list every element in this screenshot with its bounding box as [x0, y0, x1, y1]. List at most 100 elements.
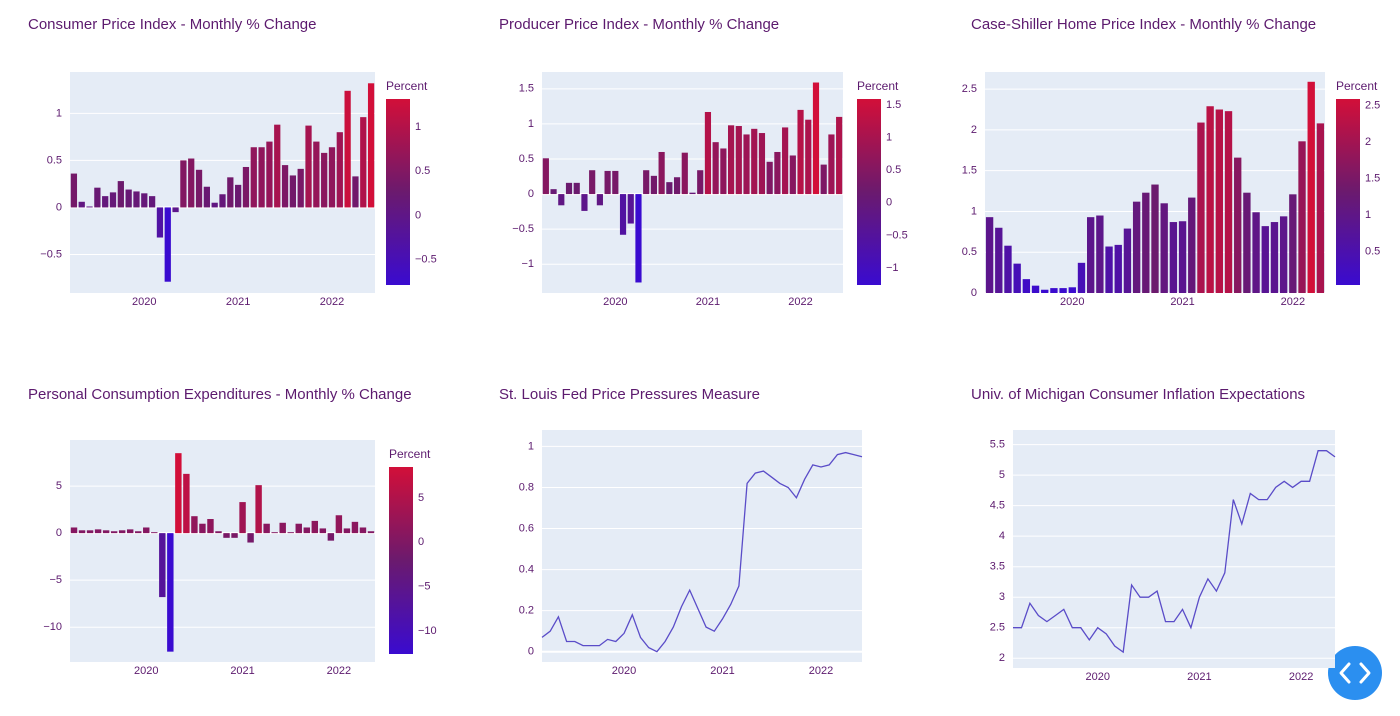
y-tick-label: −1	[521, 258, 534, 270]
bar	[167, 533, 174, 652]
y-tick-label: 5	[999, 469, 1005, 481]
bar	[820, 164, 827, 195]
bar	[289, 175, 297, 208]
bar	[789, 155, 796, 195]
bar	[141, 193, 148, 208]
button-circle[interactable]	[1328, 646, 1382, 700]
bar	[70, 527, 78, 534]
bar	[159, 533, 166, 598]
bar	[311, 520, 319, 534]
bar	[360, 117, 367, 208]
x-tick-label: 2020	[132, 296, 156, 308]
bar	[1178, 221, 1187, 293]
bar	[812, 82, 820, 195]
bar	[1307, 81, 1315, 293]
bar	[183, 473, 190, 534]
bar	[704, 111, 712, 195]
y-tick-label: 0	[528, 188, 534, 200]
colorbar-tick-label: 0	[418, 536, 424, 548]
bar	[681, 152, 688, 195]
y-tick-label: 3	[999, 591, 1005, 603]
bar	[188, 158, 195, 208]
colorbar-tick-label: −0.5	[415, 253, 437, 265]
y-tick-label: 2	[971, 124, 977, 136]
y-tick-label: 0.5	[962, 246, 977, 258]
bar	[148, 196, 156, 208]
bar	[231, 533, 238, 538]
bar	[596, 194, 603, 206]
colorbar-tick-label: 1	[886, 131, 892, 143]
bar	[258, 147, 265, 208]
x-tick-label: 2022	[327, 665, 351, 677]
colorbar-tick-label: 1	[415, 121, 421, 133]
bar	[199, 523, 206, 534]
bar	[1013, 263, 1021, 293]
bar	[94, 529, 102, 534]
bar	[319, 528, 327, 534]
bar	[1279, 216, 1288, 293]
chart-title: Consumer Price Index - Monthly % Change	[28, 16, 316, 33]
bar	[78, 530, 86, 534]
bar	[281, 165, 289, 208]
colorbar-title: Percent	[1336, 79, 1378, 93]
bar	[643, 170, 650, 195]
bar	[782, 127, 789, 195]
bar	[1105, 246, 1113, 293]
bar	[343, 528, 351, 534]
chart-title: Producer Price Index - Monthly % Change	[499, 16, 779, 33]
chart-title: Univ. of Michigan Consumer Inflation Exp…	[971, 386, 1305, 403]
bar	[247, 533, 254, 543]
y-tick-label: 4.5	[990, 500, 1005, 512]
y-tick-label: 0	[56, 527, 62, 539]
bar	[1151, 184, 1159, 293]
colorbar-tick-label: 1.5	[886, 99, 901, 111]
x-tick-label: 2021	[1187, 671, 1211, 683]
bar	[191, 516, 198, 534]
bar	[102, 196, 109, 208]
bar	[266, 141, 273, 208]
bar	[542, 158, 549, 195]
chart-title: St. Louis Fed Price Pressures Measure	[499, 386, 760, 403]
bar	[589, 170, 596, 195]
bar	[78, 201, 85, 208]
y-tick-label: 0.4	[519, 564, 534, 576]
bar	[1316, 123, 1325, 294]
bar	[172, 207, 179, 213]
bar	[239, 502, 246, 534]
bar	[735, 126, 742, 195]
x-tick-label: 2022	[809, 665, 833, 677]
bar	[274, 124, 281, 208]
bar	[1142, 192, 1150, 293]
y-tick-label: 0.2	[519, 605, 534, 617]
bar	[650, 175, 657, 195]
bar	[673, 177, 681, 195]
y-tick-label: 1	[528, 118, 534, 130]
bar	[227, 177, 234, 208]
bar	[612, 170, 619, 195]
bar	[297, 168, 304, 208]
bar	[697, 170, 704, 195]
bar	[207, 519, 214, 534]
bar	[1197, 122, 1205, 293]
colorbar-tick-label: 0.5	[415, 165, 430, 177]
bar	[1004, 245, 1012, 293]
bar	[195, 169, 203, 208]
bar	[235, 184, 242, 208]
bar	[1031, 285, 1040, 293]
y-tick-label: −10	[43, 621, 62, 633]
y-tick-label: 2	[999, 652, 1005, 664]
colorbar-tick-label: 0	[415, 209, 421, 221]
button-icon[interactable]	[1339, 662, 1371, 684]
bar	[255, 485, 262, 534]
x-tick-label: 2022	[320, 296, 344, 308]
bar	[110, 531, 118, 534]
colorbar-tick-label: 1.5	[1365, 172, 1380, 184]
bar	[1252, 212, 1260, 293]
bar	[359, 527, 367, 534]
y-tick-label: 0.6	[519, 522, 534, 534]
code-toggle-button[interactable]	[1328, 646, 1382, 700]
y-tick-label: 1	[56, 107, 62, 119]
bar	[627, 194, 634, 224]
bar	[125, 189, 132, 208]
